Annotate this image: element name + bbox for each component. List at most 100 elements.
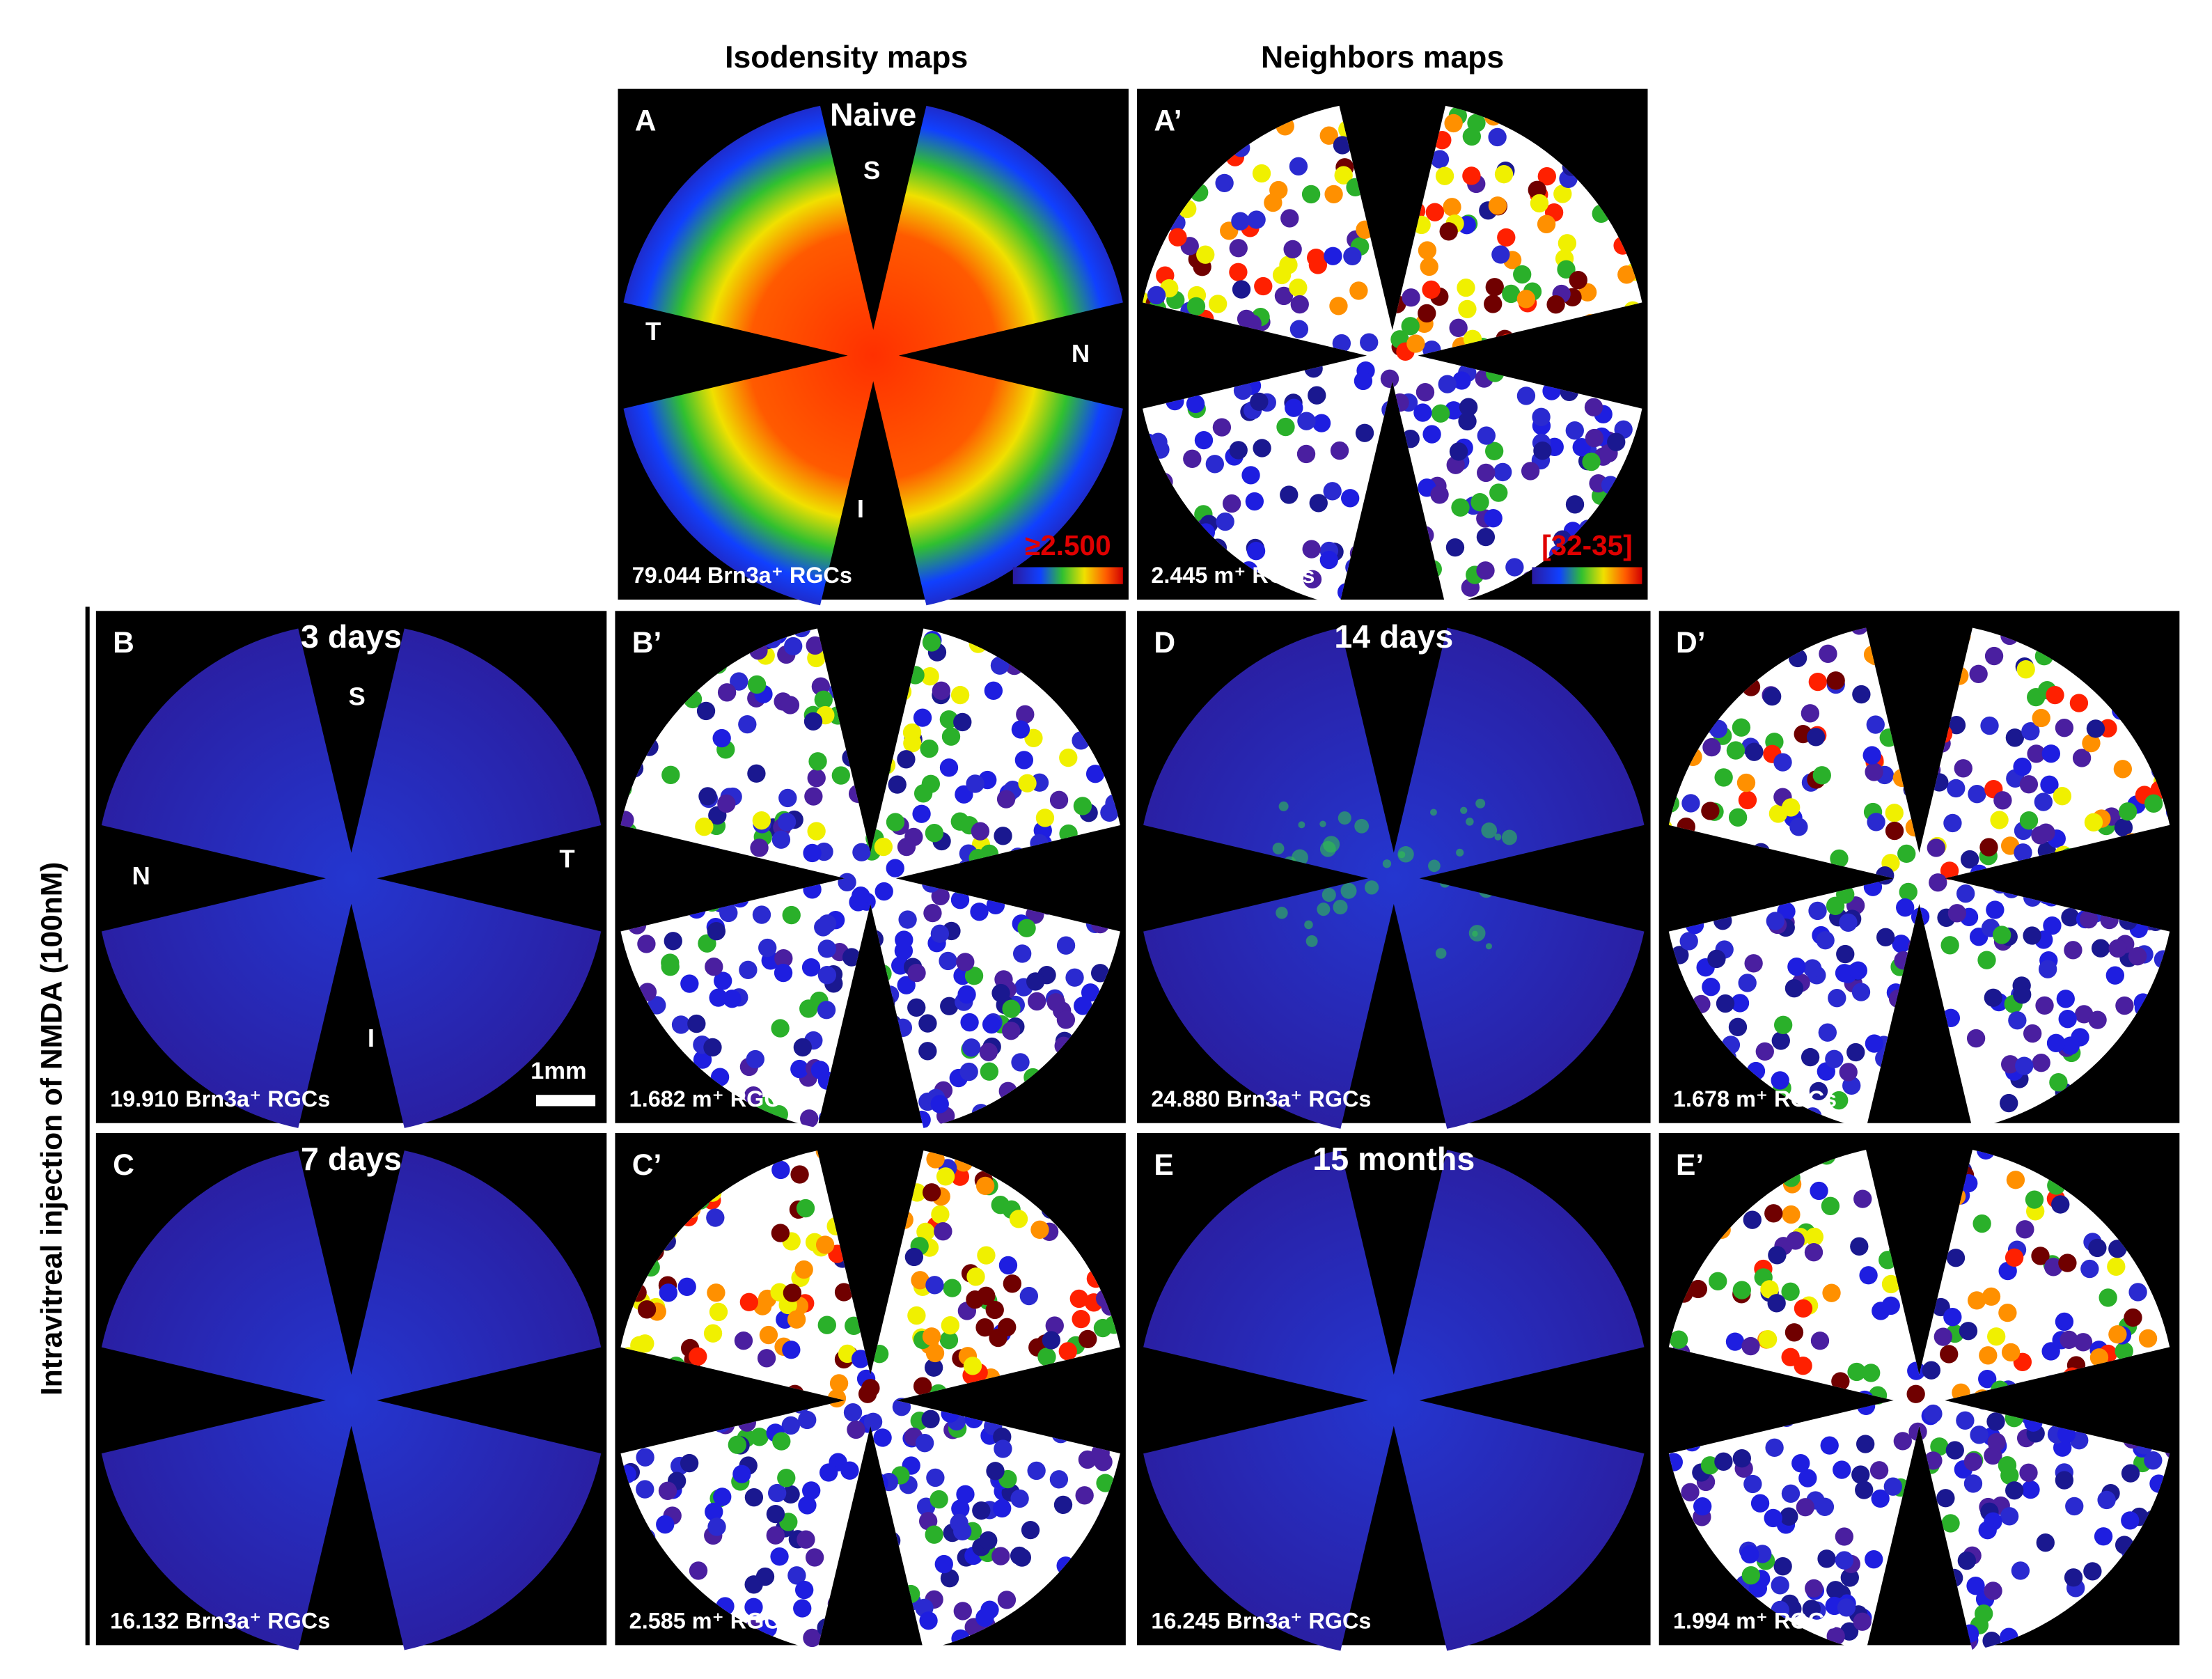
cell-dot (814, 690, 833, 709)
cell-dot (886, 859, 904, 877)
panel-title: 15 months (1312, 1141, 1475, 1177)
cell-dot (2115, 1341, 2133, 1361)
cell-dot (755, 1567, 775, 1586)
cell-dot (2041, 744, 2060, 763)
cell-dot (936, 1167, 955, 1186)
cell-dot (703, 1324, 723, 1343)
cell-dot (1354, 371, 1373, 391)
cell-dot (1805, 1227, 1824, 1247)
cell-dot (840, 1461, 859, 1480)
cell-dot (659, 1283, 678, 1302)
cell-dot (920, 667, 939, 686)
cell-dot (1835, 964, 1854, 983)
cell-dot (1966, 1577, 1985, 1595)
cell-dot (959, 1062, 978, 1081)
cell-dot (1216, 512, 1234, 531)
cell-dot (897, 750, 916, 769)
cell-dot (1980, 716, 1999, 735)
cell-dot (1835, 1551, 1854, 1570)
cell-dot (1324, 185, 1343, 204)
cell-dot (1885, 804, 1904, 822)
cell-dot (752, 811, 771, 830)
cell-dot (1865, 1549, 1883, 1569)
density-spot (1321, 887, 1336, 903)
cell-dot (925, 824, 944, 843)
scale-bar-label: 1mm (531, 1058, 586, 1084)
cell-dot (1289, 320, 1309, 338)
cell-dot (1349, 281, 1368, 300)
cell-dot (1484, 442, 1504, 460)
cell-dot (620, 811, 634, 829)
cell-dot (1319, 126, 1338, 145)
cell-dot (696, 701, 716, 721)
cell-dot (1782, 1205, 1801, 1224)
cell-dot (1808, 672, 1827, 692)
cell-dot (1978, 1521, 1997, 1540)
cell-dot (1865, 763, 1883, 781)
cell-dot (1505, 558, 1524, 577)
cell-dot (1830, 1091, 1849, 1110)
cell-dot (929, 1490, 948, 1509)
cell-dot (817, 1001, 836, 1020)
cell-dot (1927, 838, 1945, 857)
cell-dot (1147, 286, 1166, 305)
cell-dot (1876, 928, 1895, 946)
cell-dot (926, 1468, 945, 1487)
cell-dot (1796, 1498, 1815, 1517)
cell-dot (728, 1435, 746, 1454)
cell-dot (1053, 1495, 1073, 1515)
cell-dot (1773, 753, 1792, 772)
cell-dot (1309, 494, 1328, 513)
cell-dot (709, 988, 728, 1007)
cell-dot (806, 636, 824, 655)
cell-dot (1477, 426, 1496, 445)
cell-dot (1839, 1063, 1858, 1081)
cell-dot (2115, 996, 2134, 1015)
cell-dot (1476, 527, 1496, 547)
cell-dot (913, 784, 933, 803)
cell-dot (636, 1480, 654, 1499)
cell-dot (1967, 1291, 1986, 1310)
cell-dot (1232, 280, 1251, 299)
cell-dot (1765, 1438, 1784, 1458)
cell-dot (1430, 150, 1450, 169)
cell-dot (1947, 716, 1966, 735)
cell-dot (953, 1602, 972, 1621)
cell-dot (2124, 1308, 2142, 1327)
cell-dot (1186, 297, 1206, 316)
cell-dot (781, 1485, 800, 1504)
cell-dot (1732, 718, 1751, 737)
cell-dot (1046, 993, 1065, 1012)
cell-dot (1899, 882, 1917, 902)
cell-dot (2019, 811, 2039, 830)
cell-dot (1280, 485, 1299, 504)
cell-dot (750, 838, 769, 857)
cell-dot (918, 1014, 937, 1033)
cell-dot (1572, 438, 1591, 457)
cell-dot (2037, 823, 2055, 842)
cell-dot (703, 1038, 722, 1057)
cell-dot (2089, 1348, 2109, 1367)
cell-dot (1016, 705, 1035, 724)
cell-dot (996, 790, 1016, 809)
cell-dot (1714, 1452, 1733, 1471)
cell-dot (680, 974, 699, 993)
cell-dot (1521, 462, 1540, 481)
cell-dot (2032, 708, 2050, 728)
cell-dot (1274, 286, 1294, 306)
cell-dot (680, 1453, 699, 1473)
cell-dot (1805, 1579, 1823, 1598)
cell-count: 1.994 m⁺ RGCs (1673, 1609, 1837, 1634)
density-spot (1304, 920, 1313, 930)
panel: C 7 days 16.132 Brn3a⁺ RGCs (95, 1132, 607, 1650)
cell-dot (2128, 1283, 2147, 1302)
cell-dot (907, 963, 926, 983)
cell-dot (1862, 746, 1881, 765)
cell-dot (940, 997, 959, 1015)
cell-dot (1859, 1266, 1878, 1285)
cell-dot (1821, 1196, 1840, 1215)
cell-dot (797, 1530, 815, 1549)
cell-dot (1011, 720, 1030, 739)
cell-dot (922, 633, 941, 652)
cell-dot (2138, 1329, 2158, 1348)
